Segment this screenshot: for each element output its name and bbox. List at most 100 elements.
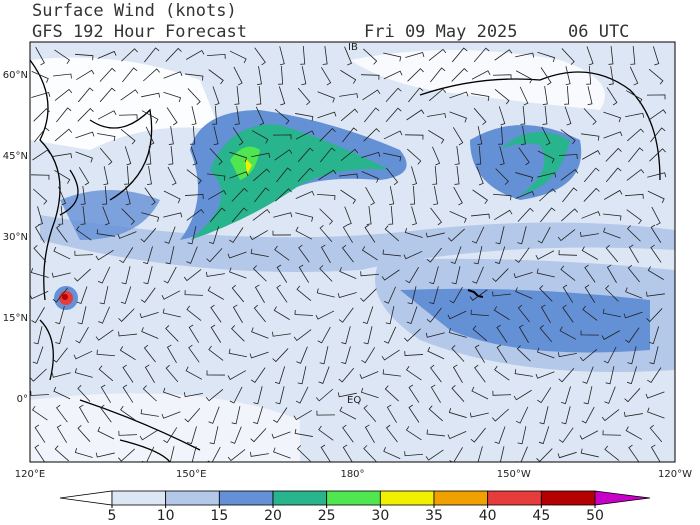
wind-barb [30, 390, 50, 396]
wind-barb [604, 445, 620, 461]
wind-barb [606, 264, 617, 283]
wind-barb [602, 430, 622, 436]
lon-label: 150°W [497, 469, 531, 480]
wind-barb [229, 227, 244, 244]
wind-barb [517, 426, 527, 445]
wind-barb [141, 327, 159, 339]
wind-barb [74, 448, 93, 458]
wind-barb [185, 366, 203, 380]
wind-barb [602, 308, 621, 318]
wind-barb [647, 367, 662, 384]
wind-barb [407, 68, 424, 82]
wind-barb [339, 267, 357, 280]
wind-barb [341, 346, 351, 365]
wind-barb [428, 88, 447, 102]
colorbar-segment [379, 490, 435, 506]
wind-barb [561, 406, 571, 425]
wind-barb [448, 408, 467, 418]
title: Surface Wind (knots) [32, 1, 237, 21]
wind-barb [583, 167, 600, 183]
wind-barb [558, 367, 575, 383]
wind-barb [536, 448, 553, 462]
wind-barb [469, 289, 488, 301]
wind-barb [317, 91, 335, 103]
wind-barb [425, 332, 445, 338]
wind-barb [513, 271, 533, 279]
wind-barb [320, 444, 331, 462]
wind-barb [626, 209, 642, 225]
wind-barb [251, 152, 271, 158]
wind-barb [187, 426, 197, 445]
wind-barb [232, 304, 243, 323]
wind-barb [58, 205, 64, 225]
wind-barb [212, 105, 218, 125]
wind-barb [649, 424, 663, 443]
wind-barb [498, 106, 506, 126]
wind-barb [143, 266, 153, 285]
wind-barb [383, 152, 402, 162]
wind-barb [294, 428, 313, 437]
wind-barb [381, 349, 400, 361]
wind-barb [430, 207, 443, 226]
wind-barb [473, 47, 490, 63]
wind-barb [495, 226, 505, 245]
wind-barb [519, 86, 529, 106]
wind-barb [404, 228, 423, 238]
wind-barb [120, 405, 136, 421]
wind-barb [278, 65, 284, 85]
wind-barb [651, 206, 661, 226]
wind-barb [319, 208, 334, 225]
wind-barb [146, 166, 152, 186]
wind-barb [492, 74, 512, 80]
wind-barb [515, 172, 534, 182]
wind-barb [411, 166, 418, 186]
wind-barb [451, 266, 461, 285]
wind-barb [168, 126, 174, 145]
wind-barb [341, 244, 354, 263]
wind-barb [233, 66, 243, 86]
wind-barb [450, 246, 462, 264]
wind-barb [56, 424, 67, 443]
wind-barb [626, 225, 641, 242]
wind-barb [95, 249, 114, 261]
wind-barb [120, 128, 136, 145]
wind-barb [275, 386, 285, 405]
wind-barb [407, 286, 417, 305]
wind-barb [56, 107, 72, 123]
wind-barb [188, 324, 200, 343]
wind-barb [628, 147, 644, 163]
wind-barb [630, 46, 636, 65]
wind-barb [253, 386, 263, 405]
wind-barb [273, 306, 290, 320]
wind-barb [627, 264, 640, 283]
wind-barb [471, 93, 490, 101]
wind-barb [516, 446, 528, 462]
wind-barb [581, 211, 601, 219]
wind-barb [186, 305, 202, 321]
wind-barb [337, 292, 357, 298]
wind-barb [229, 171, 249, 179]
wind-barb [646, 94, 666, 100]
wind-barb [191, 106, 197, 126]
wind-barb [80, 206, 86, 225]
wind-barb [298, 264, 310, 283]
wind-barb [139, 429, 158, 441]
wind-barb [78, 404, 89, 423]
wind-barb [315, 310, 335, 320]
wind-barb [582, 305, 598, 321]
wind-barb [562, 284, 574, 303]
wind-barb [407, 148, 422, 165]
wind-barb [56, 224, 68, 243]
wind-barb [472, 266, 484, 284]
wind-barb [608, 66, 614, 85]
wind-barb [231, 325, 245, 342]
wind-barb [102, 185, 108, 205]
colorbar-tick-label: 25 [318, 508, 336, 524]
wind-barb [30, 368, 47, 382]
wind-barb [624, 411, 643, 417]
wind-barb [386, 404, 397, 423]
wind-barb [165, 364, 179, 383]
wind-barb [471, 226, 485, 244]
wind-barb [76, 69, 95, 81]
